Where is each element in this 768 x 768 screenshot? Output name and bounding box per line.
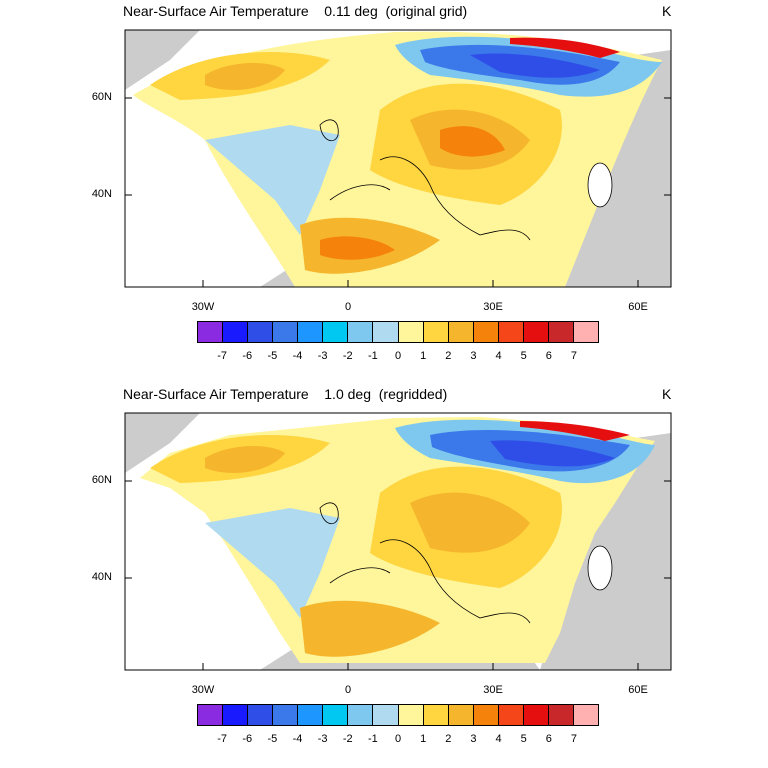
units-label: K — [662, 386, 672, 402]
colorbar-tick-label: -3 — [317, 350, 328, 362]
colorbar-tick-label: 3 — [470, 350, 477, 362]
atlantic-cool-region — [205, 508, 340, 618]
x-tick-label: 30E — [483, 684, 503, 696]
colorbar-box — [498, 705, 524, 725]
colorbar-tick-label: 6 — [545, 350, 552, 362]
colorbar-tick-label: -6 — [242, 350, 253, 362]
colorbar-box — [323, 705, 349, 725]
colorbar-box — [248, 705, 274, 725]
colorbar-tick-label: 7 — [570, 350, 577, 362]
colorbar-tick-label: -7 — [217, 733, 228, 745]
y-tick-label: 40N — [91, 188, 112, 200]
colorbar-box — [398, 322, 424, 342]
temperature-map — [124, 412, 672, 671]
colorbar-tick-label: 4 — [495, 350, 502, 362]
map-frame — [124, 29, 672, 288]
colorbar-box — [573, 322, 598, 342]
map-frame — [124, 412, 672, 671]
map-panel-regridded: Near-Surface Air Temperature 1.0 deg (re… — [0, 383, 768, 767]
colorbar-box — [423, 322, 449, 342]
y-tick-label: 40N — [91, 571, 112, 583]
colorbar-tick-label: -7 — [217, 350, 228, 362]
caspian-sea — [587, 162, 613, 208]
colorbar-box — [298, 705, 324, 725]
colorbar-box — [423, 705, 449, 725]
greenland-land — [125, 413, 200, 473]
britain-coast — [319, 119, 339, 142]
x-tick-label: 0 — [344, 684, 352, 696]
greenland-land — [125, 30, 200, 90]
colorbar-box — [548, 705, 574, 725]
colorbar-box — [473, 322, 499, 342]
colorbar-tick-label: 1 — [420, 733, 427, 745]
colorbar-tick-label: 3 — [470, 733, 477, 745]
arctic-warm-strip — [510, 37, 620, 58]
x-tick-label: 30W — [191, 684, 215, 696]
colorbar-tick-label: 4 — [495, 733, 502, 745]
colorbar-box — [223, 705, 249, 725]
colorbar-box — [498, 322, 524, 342]
colorbar-tick-label: 5 — [520, 733, 527, 745]
colorbar-tick-label: -6 — [242, 733, 253, 745]
temperature-map — [124, 29, 672, 288]
colorbar-box — [548, 322, 574, 342]
colorbar-box — [448, 705, 474, 725]
colorbar-tick-label: -1 — [367, 350, 378, 362]
x-tick-label: 60E — [628, 301, 648, 313]
colorbar-box — [248, 322, 274, 342]
colorbar-tick-label: -4 — [292, 733, 303, 745]
colorbar-tick-label: -2 — [342, 350, 353, 362]
colorbar-tick-label: 6 — [545, 733, 552, 745]
colorbar-tick-label: 0 — [394, 350, 402, 362]
colorbar-box — [348, 322, 374, 342]
panel-title: Near-Surface Air Temperature 1.0 deg (re… — [123, 386, 448, 402]
colorbar-box — [373, 322, 399, 342]
map-panel-original: Near-Surface Air Temperature 0.11 deg (o… — [91, 3, 672, 362]
colorbar-tick-label: -2 — [342, 733, 353, 745]
colorbar-box — [223, 322, 249, 342]
colorbar-box — [348, 705, 374, 725]
mediterranean-coast — [379, 156, 531, 241]
colorbar-box — [473, 705, 499, 725]
colorbar-tick-label: 1 — [420, 350, 427, 362]
colorbar-box — [373, 705, 399, 725]
x-tick-label: 30W — [191, 301, 215, 313]
colorbar-tick-label: 2 — [445, 350, 452, 362]
caspian-sea — [587, 545, 613, 591]
colorbar — [197, 704, 599, 726]
colorbar-box — [198, 705, 224, 725]
colorbar-tick-label: -1 — [367, 733, 378, 745]
colorbar-tick-label: 5 — [520, 350, 527, 362]
mediterranean-coast — [379, 539, 531, 624]
colorbar-tick-label: 2 — [445, 733, 452, 745]
colorbar-tick-label: -5 — [267, 350, 278, 362]
y-tick-label: 60N — [91, 91, 112, 103]
colorbar-box — [273, 705, 299, 725]
colorbar — [197, 321, 599, 343]
colorbar-box — [523, 705, 549, 725]
units-label: K — [662, 3, 672, 19]
colorbar-box — [523, 322, 549, 342]
atlantic-cool-region — [205, 125, 340, 235]
britain-coast — [319, 502, 339, 525]
colorbar-tick-label: -5 — [267, 733, 278, 745]
colorbar-box — [273, 322, 299, 342]
x-tick-label: 60E — [628, 684, 648, 696]
colorbar-box — [573, 705, 598, 725]
colorbar-tick-label: -4 — [292, 350, 303, 362]
colorbar-box — [198, 322, 224, 342]
y-tick-label: 60N — [91, 474, 112, 486]
panel-title: Near-Surface Air Temperature 0.11 deg (o… — [123, 3, 468, 19]
x-tick-label: 0 — [344, 301, 352, 313]
colorbar-tick-label: 0 — [394, 733, 402, 745]
colorbar-box — [298, 322, 324, 342]
colorbar-box — [323, 322, 349, 342]
x-tick-label: 30E — [483, 301, 503, 313]
colorbar-box — [448, 322, 474, 342]
africa-warm-region — [300, 600, 440, 657]
colorbar-box — [398, 705, 424, 725]
arctic-warm-strip — [520, 421, 630, 441]
colorbar-tick-label: 7 — [570, 733, 577, 745]
colorbar-tick-label: -3 — [317, 733, 328, 745]
